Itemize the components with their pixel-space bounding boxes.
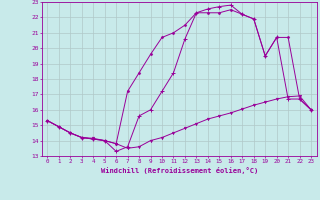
X-axis label: Windchill (Refroidissement éolien,°C): Windchill (Refroidissement éolien,°C) [100,167,258,174]
